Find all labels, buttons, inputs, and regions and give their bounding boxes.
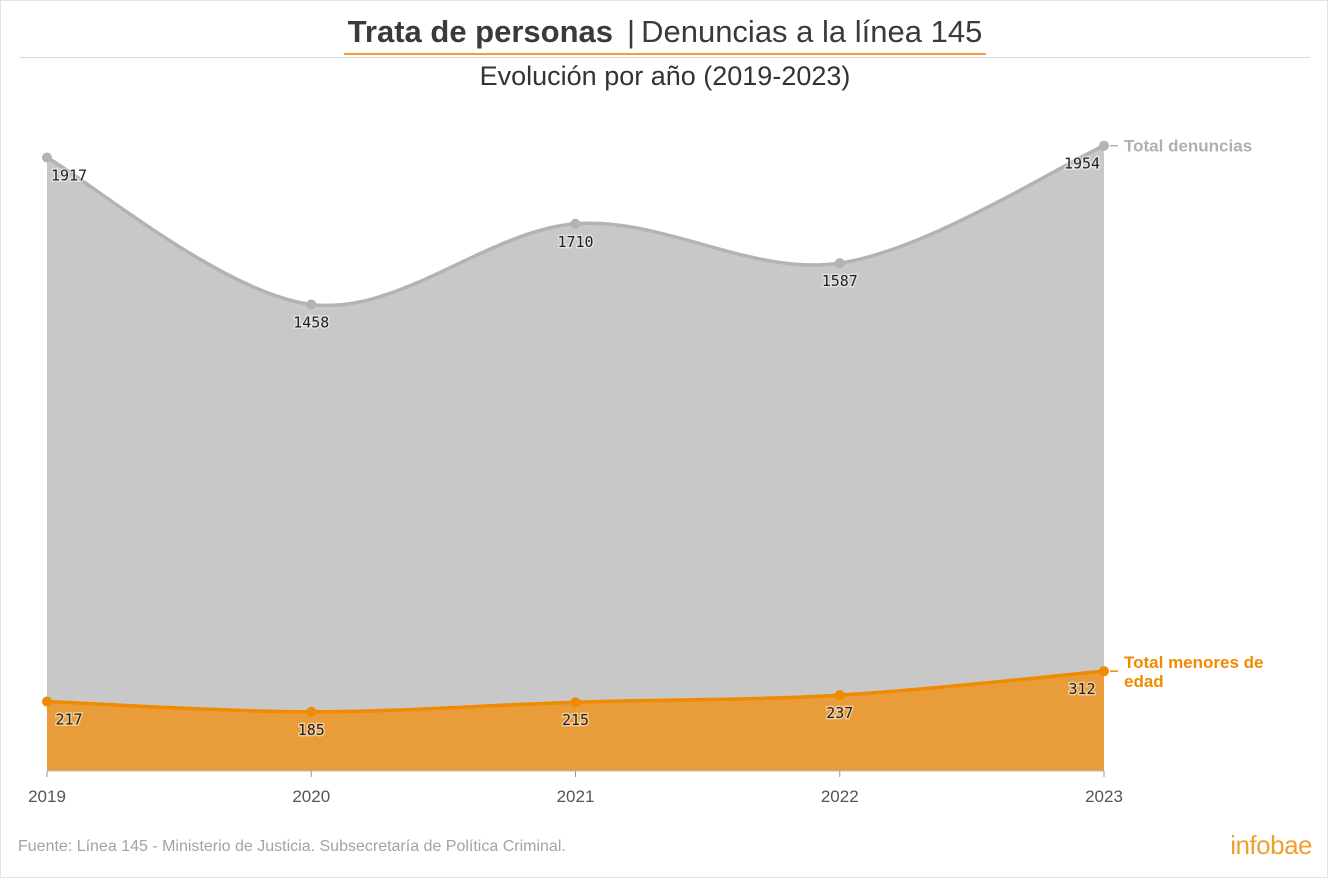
value-label-minors-2020: 185 (298, 721, 325, 739)
value-label-minors-2021: 215 (562, 711, 589, 729)
point-minors-2021 (570, 697, 581, 708)
value-label-total-2023: 1954 (1064, 155, 1100, 173)
value-label-total-2021: 1710 (557, 233, 593, 251)
legend-label-total: Total denuncias (1124, 137, 1252, 156)
title-separator: | (627, 14, 636, 49)
value-label-minors-2022: 237 (826, 704, 853, 722)
value-label-total-2020: 1458 (293, 313, 329, 331)
legend-label-minors: Total menores de edad (1124, 653, 1264, 691)
title-rest: Denuncias a la línea 145 (641, 14, 983, 49)
point-total-2021 (570, 218, 581, 229)
point-minors-2022 (834, 690, 845, 701)
area-total (47, 145, 1104, 772)
chart-title: Trata de personas | Denuncias a la línea 1… (343, 14, 987, 55)
point-total-2022 (834, 258, 845, 269)
x-tick-label-2021: 2021 (557, 787, 595, 806)
brand-logo: infobae (1230, 830, 1312, 860)
point-minors-2019 (42, 696, 52, 707)
point-minors-2023 (1099, 666, 1109, 677)
header-divider (20, 57, 1310, 58)
value-label-total-2019: 1917 (51, 167, 87, 185)
title-bold: Trata de personas (347, 14, 614, 49)
chart-subtitle: Evolución por año (2019-2023) (479, 61, 851, 91)
source-note: Fuente: Línea 145 - Ministerio de Justic… (18, 838, 566, 855)
title-wrap: Trata de personas | Denuncias a la línea 1… (0, 14, 1330, 55)
value-label-minors-2019: 217 (55, 711, 82, 729)
point-minors-2020 (306, 706, 317, 717)
point-total-2020 (306, 299, 317, 310)
value-label-total-2022: 1587 (822, 272, 858, 290)
x-tick-label-2023: 2023 (1085, 787, 1123, 806)
x-tick-label-2022: 2022 (821, 787, 859, 806)
point-total-2019 (42, 152, 52, 163)
x-tick-label-2019: 2019 (28, 787, 66, 806)
point-total-2023 (1099, 140, 1109, 151)
x-tick-label-2020: 2020 (292, 787, 330, 806)
value-label-minors-2023: 312 (1068, 680, 1095, 698)
